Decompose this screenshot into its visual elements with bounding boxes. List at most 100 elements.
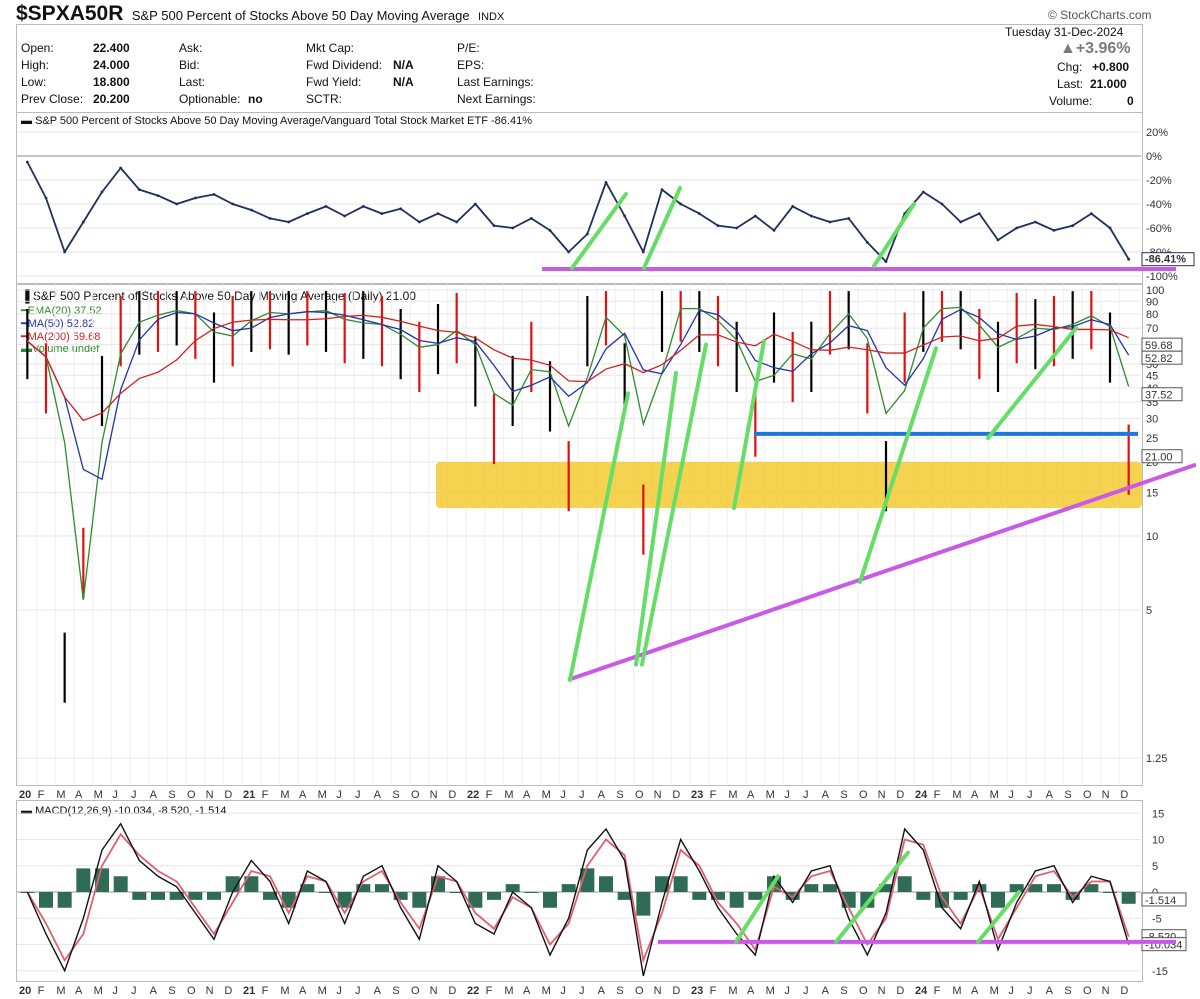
macd-x-tick-label: D [672,985,680,997]
x-tick-label: J [112,789,118,801]
macd-x-tick-label: F [38,985,45,997]
macd-x-tick-label: N [206,985,214,997]
macd-x-tick-label: A [1046,985,1054,997]
x-tick-label: N [1102,789,1110,801]
macd-histogram-bar [617,892,632,900]
price-green-arrow [858,346,938,585]
macd-histogram-bar [636,892,651,916]
optionable-value: no [248,92,263,106]
macd-line [26,822,1130,977]
price-value-tag-label: 21.00 [1145,452,1173,464]
macd-histogram-bar [505,884,520,892]
open-value: 22.400 [93,41,130,55]
brand-logo[interactable]: © StockCharts.com [1048,8,1152,22]
macd-x-tick-label: J [803,985,809,997]
macd-histogram-bar [1028,884,1043,892]
sctr-label: SCTR: [306,92,342,106]
macd-tick-label: 5 [1152,861,1158,873]
ratio-tick-label: 0% [1146,151,1162,163]
ask-label: Ask: [179,41,203,55]
high-label: High: [21,58,50,72]
ratio-point [884,260,888,263]
macd-chart: 151050-5-10-15-1.514-8.520-10.03420FMAMJ… [17,808,1187,997]
price-value-tag-label: 52.82 [1145,353,1173,365]
macd-histogram-bar [225,876,240,892]
support-band [436,461,1142,508]
fwd-dividend-value: N/A [393,58,414,72]
volume-label: Volume: [1049,94,1093,108]
ratio-point [1015,226,1019,230]
macd-x-tick-label: A [75,985,83,997]
macd-x-tick-label: M [990,985,999,997]
ratio-point [809,214,813,218]
price-tick-label: 1.25 [1146,753,1167,765]
exchange: INDX [478,11,505,23]
x-tick-label: S [392,789,399,801]
macd-x-tick-label: M [94,985,103,997]
macd-histogram-bar [1121,892,1136,904]
price-value-tag [1141,387,1183,402]
price-title: ▐ S&P 500 Percent of Stocks Above 50 Day… [21,289,416,303]
symbol: $SPXA50R [16,2,124,25]
x-tick-label: J [336,789,342,801]
price-tick-label: 5 [1146,605,1152,617]
macd-x-tick-label: S [392,985,399,997]
ratio-last-tag [1141,252,1195,267]
macd-tick-label: 10 [1152,835,1164,847]
ratio-point [959,220,963,224]
ratio-green-arrow [642,186,682,270]
macd-x-tick-label: J [355,985,361,997]
ratio-green-arrow [570,192,628,270]
price-value-tag-label: 37.52 [1145,390,1173,402]
ratio-point [511,226,515,230]
last2-label: Last: [1057,77,1084,91]
ratio-green-arrow [872,202,916,268]
macd-histogram-bar [300,884,315,892]
x-tick-label: J [131,789,137,801]
macd-histogram-bar [524,892,539,893]
low-label: Low: [21,75,47,89]
ratio-point [231,202,235,206]
macd-histogram-bar [953,892,968,900]
ratio-point [865,241,869,244]
macd-histogram-bar [692,892,707,900]
x-tick-label: 21 [243,789,255,801]
ratio-point [44,196,48,200]
macd-histogram-bar [263,892,277,900]
pe-label: P/E: [457,41,480,55]
last-label: Last: [179,75,206,89]
macd-x-tick-label: M [766,985,775,997]
macd-x-tick-label: F [710,985,717,997]
x-tick-label: O [411,789,420,801]
ratio-tick-label: 20% [1146,127,1168,139]
macd-green-arrow [976,890,1021,944]
ratio-point [343,214,347,218]
x-tick-label: M [56,789,65,801]
ratio-point [716,224,720,227]
ratio-point [697,212,701,215]
macd-histogram-bar [151,892,165,900]
ratio-title: ▬ S&P 500 Percent of Stocks Above 50 Day… [21,115,532,127]
price-value-tag [1141,350,1183,365]
ratio-point [1108,226,1112,230]
macd-green-arrow [834,850,910,944]
macd-x-tick-label: S [616,985,623,997]
macd-x-tick-label: M [504,985,513,997]
ratio-point [212,193,216,196]
ratio-point [847,217,851,220]
price-value-tag-label: 59.68 [1145,340,1173,352]
macd-x-tick-label: A [598,985,606,997]
macd-histogram-bar [281,892,296,908]
x-tick-label: F [710,789,717,801]
optionable-label: Optionable: [179,92,241,106]
macd-signal-line [26,832,1130,964]
x-tick-label: A [822,789,830,801]
fwd-dividend-label: Fwd Dividend: [306,58,383,72]
ratio-point [455,220,459,224]
x-tick-label: 23 [691,789,703,801]
x-tick-label: M [504,789,513,801]
ratio-point [585,232,589,236]
macd-histogram-bar [1084,884,1099,892]
legend-ma200: ━MA(200) 59.68 [21,331,101,343]
price-tick-label: 80 [1146,309,1158,321]
